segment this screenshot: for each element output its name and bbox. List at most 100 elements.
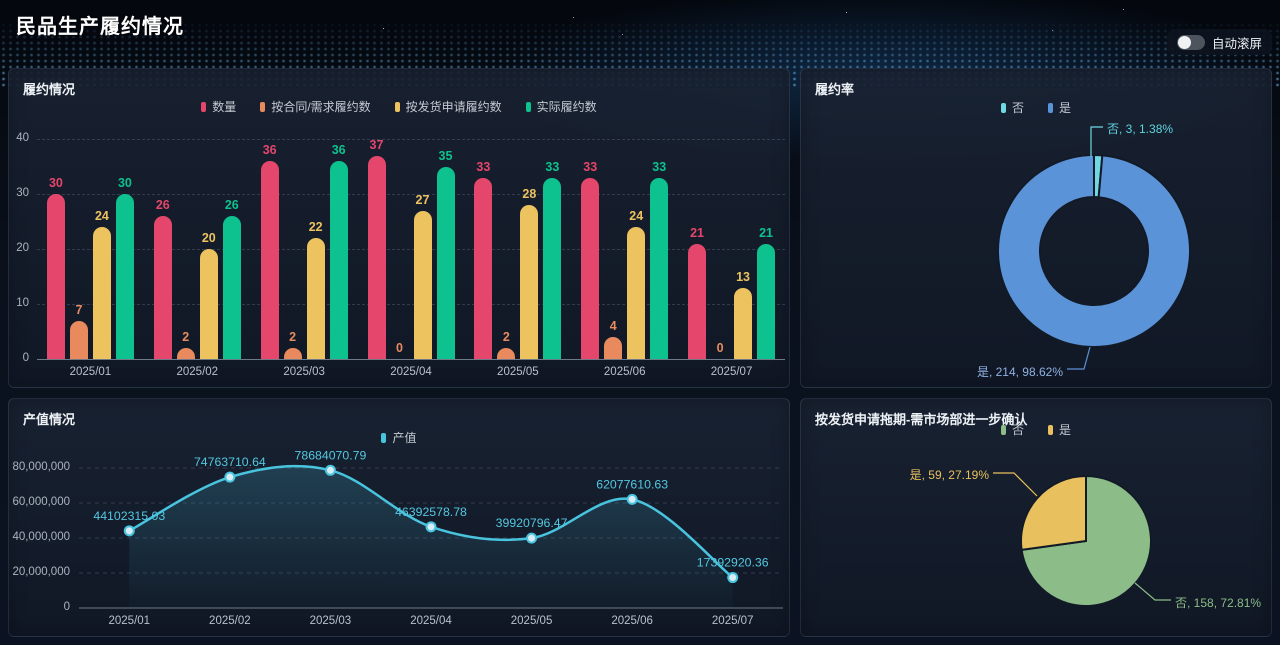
data-point[interactable] bbox=[626, 493, 638, 505]
bar-value-label: 2 bbox=[289, 330, 297, 344]
pie-chart bbox=[801, 399, 1271, 636]
pie-slice[interactable] bbox=[1020, 474, 1087, 552]
bar[interactable] bbox=[69, 320, 88, 359]
bar[interactable] bbox=[367, 155, 386, 359]
y-axis-tick: 10 bbox=[16, 297, 29, 309]
data-point[interactable] bbox=[324, 464, 336, 476]
data-point[interactable] bbox=[123, 525, 135, 537]
legend-marker-icon bbox=[394, 101, 400, 112]
legend-label: 产值 bbox=[392, 431, 417, 445]
bar-value-label: 20 bbox=[201, 231, 216, 245]
bar[interactable] bbox=[176, 348, 195, 359]
bar[interactable] bbox=[734, 287, 753, 359]
legend-item[interactable]: 否 bbox=[1000, 421, 1024, 438]
y-axis-tick: 80,000,000 bbox=[12, 461, 70, 473]
legend-item[interactable]: 按合同/需求履约数 bbox=[260, 98, 371, 115]
bar[interactable] bbox=[153, 216, 172, 359]
bar-value-label: 26 bbox=[155, 198, 170, 212]
legend-item[interactable]: 实际履约数 bbox=[525, 98, 597, 115]
bar-value-label: 26 bbox=[224, 198, 239, 212]
bar[interactable] bbox=[413, 210, 432, 359]
bar[interactable] bbox=[497, 348, 516, 359]
bar[interactable] bbox=[581, 177, 600, 359]
gridline bbox=[37, 139, 785, 140]
bar[interactable] bbox=[115, 194, 134, 359]
panel-title: 履约情况 bbox=[23, 82, 76, 97]
y-axis-tick: 40 bbox=[16, 132, 29, 144]
bar[interactable] bbox=[283, 348, 302, 359]
bar[interactable] bbox=[604, 337, 623, 359]
x-axis-label: 2025/05 bbox=[497, 366, 539, 378]
data-point[interactable] bbox=[224, 471, 236, 483]
x-axis-label: 2025/01 bbox=[108, 615, 151, 627]
bar[interactable] bbox=[260, 161, 279, 359]
legend-item[interactable]: 是 bbox=[1048, 421, 1071, 438]
pie-label-no: 否, 158, 72.81% bbox=[1175, 596, 1262, 610]
bar[interactable] bbox=[199, 249, 218, 359]
bar[interactable] bbox=[688, 243, 707, 359]
gridline bbox=[37, 249, 785, 250]
bar-value-label: 2 bbox=[502, 330, 510, 344]
gridline bbox=[37, 304, 785, 305]
x-axis-label: 2025/06 bbox=[611, 615, 653, 627]
x-axis-label: 2025/03 bbox=[309, 615, 352, 627]
point-value-label: 78684070.79 bbox=[295, 448, 367, 462]
bar-value-label: 4 bbox=[609, 319, 617, 333]
bar[interactable] bbox=[543, 177, 562, 359]
data-point[interactable] bbox=[425, 521, 437, 533]
legend-item[interactable]: 产值 bbox=[381, 429, 417, 446]
y-axis-tick: 40,000,000 bbox=[12, 531, 70, 543]
legend-item[interactable]: 数量 bbox=[201, 98, 236, 115]
legend-label: 否 bbox=[1011, 423, 1024, 437]
pie-label-yes: 是, 59, 27.19% bbox=[909, 468, 989, 482]
bar-value-label: 36 bbox=[262, 143, 277, 157]
bar[interactable] bbox=[222, 216, 241, 359]
bar[interactable] bbox=[306, 238, 325, 359]
panel-output: 产值情况 产值 44102315.03 74763710.64 78684070.7… bbox=[8, 398, 790, 637]
bar[interactable] bbox=[520, 205, 539, 359]
toggle-knob bbox=[1177, 35, 1191, 49]
bar[interactable] bbox=[329, 161, 348, 359]
legend-item[interactable]: 否 bbox=[1000, 99, 1024, 116]
x-axis-label: 2025/04 bbox=[390, 366, 432, 378]
data-point[interactable] bbox=[727, 572, 739, 584]
bar-value-label: 21 bbox=[690, 225, 705, 240]
legend: 产值 bbox=[9, 429, 789, 446]
bar-value-label: 0 bbox=[716, 341, 724, 355]
pie-slice[interactable] bbox=[997, 153, 1191, 348]
bar-value-label: 37 bbox=[369, 137, 384, 152]
legend-label: 是 bbox=[1059, 101, 1072, 115]
panel-title: 按发货申请拖期-需市场部进一步确认 bbox=[815, 412, 1028, 427]
bar[interactable] bbox=[92, 227, 111, 359]
x-axis-line bbox=[37, 359, 785, 360]
legend-marker-icon bbox=[1000, 424, 1006, 435]
bar[interactable] bbox=[627, 227, 646, 359]
auto-scroll-toggle[interactable]: 自动滚屏 bbox=[1166, 29, 1272, 55]
point-value-label: 46392578.78 bbox=[395, 505, 467, 519]
bar-value-label: 28 bbox=[522, 187, 537, 201]
bar-value-label: 27 bbox=[415, 192, 430, 207]
toggle-switch-icon[interactable] bbox=[1176, 34, 1205, 50]
bar[interactable] bbox=[650, 177, 669, 359]
bar[interactable] bbox=[46, 194, 65, 359]
y-axis-tick: 0 bbox=[63, 601, 70, 613]
page-title: 民品生产履约情况 bbox=[16, 16, 184, 38]
legend-label: 按合同/需求履约数 bbox=[271, 100, 371, 114]
bar[interactable] bbox=[757, 243, 776, 359]
panel-title: 产值情况 bbox=[23, 412, 76, 427]
pie-canvas bbox=[993, 472, 1171, 607]
legend-label: 数量 bbox=[212, 100, 237, 114]
bar[interactable] bbox=[474, 177, 493, 359]
area-fill bbox=[129, 466, 733, 608]
pie-canvas bbox=[997, 126, 1191, 370]
bar[interactable] bbox=[436, 166, 455, 359]
bar-value-label: 33 bbox=[476, 159, 491, 174]
legend-marker-icon bbox=[260, 101, 266, 112]
legend-item[interactable]: 按发货申请履约数 bbox=[394, 98, 502, 115]
y-axis-tick: 60,000,000 bbox=[12, 496, 70, 508]
legend-item[interactable]: 是 bbox=[1048, 99, 1071, 116]
bar-value-label: 0 bbox=[396, 341, 403, 355]
gridline bbox=[37, 194, 785, 195]
data-point[interactable] bbox=[526, 532, 538, 544]
